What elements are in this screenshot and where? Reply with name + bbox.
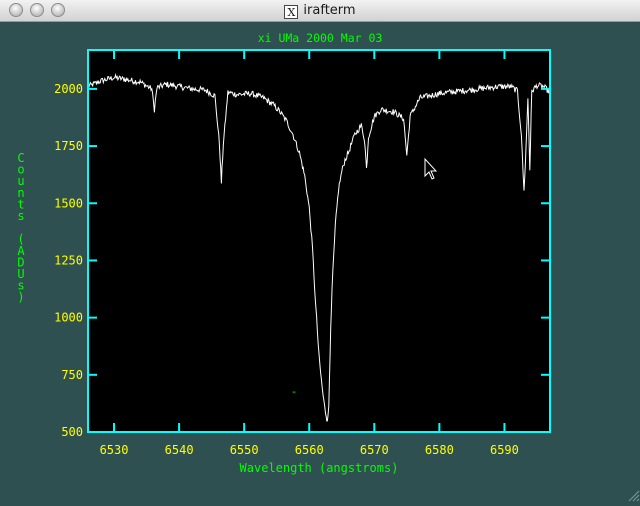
y-tick-label: 1750 xyxy=(54,139,83,153)
y-axis-label-char: s xyxy=(17,209,24,223)
x-tick-label: 6530 xyxy=(100,443,129,457)
window-title-text: irafterm xyxy=(303,3,356,18)
x-tick-label: 6560 xyxy=(295,443,324,457)
minimize-window-button[interactable] xyxy=(30,3,44,17)
resize-grip-icon[interactable] xyxy=(626,488,640,502)
x-tick-label: 6590 xyxy=(490,443,519,457)
plot-area xyxy=(88,50,550,432)
spectrum-line xyxy=(87,72,550,422)
x-tick-label: 6540 xyxy=(165,443,194,457)
x-tick-label: 6580 xyxy=(425,443,454,457)
y-axis-label-char: s xyxy=(17,279,24,293)
y-axis-label-char: ) xyxy=(17,290,24,304)
y-axis-label-char: ( xyxy=(17,232,24,246)
x-tick-label: 6550 xyxy=(230,443,259,457)
y-tick-label: 1250 xyxy=(54,253,83,267)
y-tick-label: 1000 xyxy=(54,311,83,325)
y-axis-label-char: n xyxy=(17,186,24,200)
plot-annotation: - xyxy=(291,385,298,398)
y-axis-label-char: A xyxy=(17,244,25,258)
y-axis-label-char: t xyxy=(17,197,24,211)
x11-icon: X xyxy=(284,5,299,19)
x-tick-label: 6570 xyxy=(360,443,389,457)
y-axis-label-char: u xyxy=(17,174,24,188)
y-tick-label: 750 xyxy=(61,368,83,382)
y-axis-label-char: D xyxy=(17,255,24,269)
y-tick-label: 500 xyxy=(61,425,83,439)
y-axis-label-char: o xyxy=(17,163,24,177)
close-window-button[interactable] xyxy=(9,3,23,17)
y-tick-label: 2000 xyxy=(54,82,83,96)
graphics-terminal: 6530 6540 6550 6560 6570 6580 6590 500 750 1000 12… xyxy=(0,22,640,502)
spectrum-chart: 6530 6540 6550 6560 6570 6580 6590 500 750 1000 12… xyxy=(17,31,551,475)
zoom-window-button[interactable] xyxy=(51,3,65,17)
x-axis-label: Wavelength (angstroms) xyxy=(240,461,399,475)
y-tick-label: 1500 xyxy=(54,196,83,210)
chart-title: xi UMa 2000 Mar 03 xyxy=(258,31,383,45)
mouse-pointer-icon xyxy=(424,157,438,180)
plot-frame xyxy=(87,49,551,433)
y-axis-label-char: U xyxy=(17,267,24,281)
y-axis-label-char: C xyxy=(17,151,24,165)
